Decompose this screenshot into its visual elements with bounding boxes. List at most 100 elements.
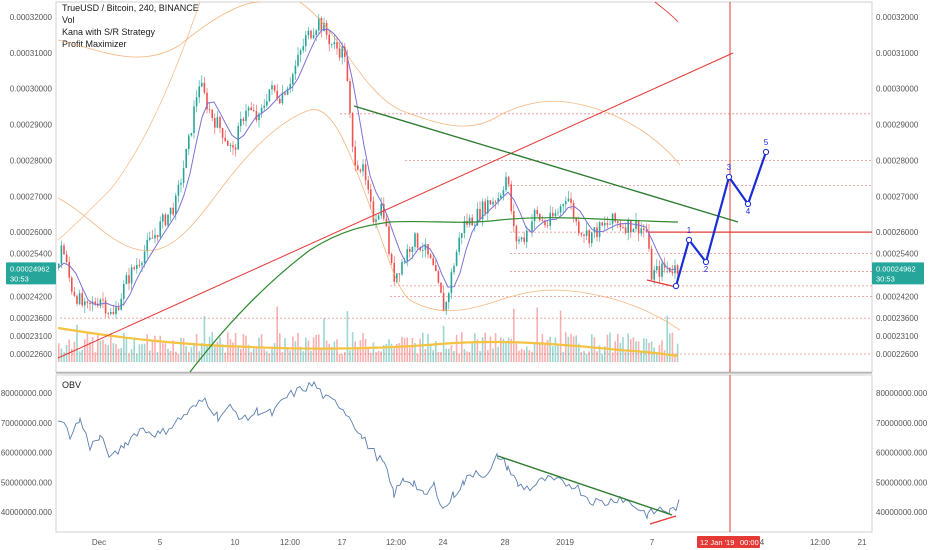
volume-bar [289, 350, 291, 362]
candle-body [484, 201, 486, 214]
obv-label: OBV [62, 380, 82, 390]
candle-body [554, 213, 557, 217]
volume-bar [276, 306, 278, 362]
candle-body [598, 222, 601, 237]
candle-body [289, 84, 291, 89]
volume-bar [294, 341, 297, 362]
volume-bar [149, 350, 151, 362]
volume-bar [214, 344, 216, 362]
volume-bar [619, 342, 622, 362]
falling-trendline [353, 105, 739, 223]
candle-body [273, 85, 276, 91]
time-tick: 12:00 [280, 538, 301, 547]
candle-body [146, 239, 148, 252]
candle-body [539, 214, 541, 220]
volume-bar [393, 348, 395, 362]
candle-body [203, 82, 206, 93]
volume-bar [487, 350, 489, 362]
candle-body [565, 201, 567, 205]
price-tick-right: 0.00028000 [876, 156, 919, 165]
candle-body [583, 234, 585, 236]
volume-bar [71, 348, 73, 362]
candle-body [500, 195, 502, 198]
candle-body [606, 223, 609, 225]
fast-ma-line [57, 28, 677, 308]
divergence-line-price [646, 279, 677, 288]
price-tick-left: 0.00027000 [10, 192, 53, 201]
candle-body [143, 251, 146, 264]
candle-body [658, 266, 661, 277]
candle-body [333, 42, 336, 45]
obv-tick-right: 70000000.000 [876, 419, 928, 428]
candle-body [671, 271, 674, 274]
volume-bar [450, 345, 453, 362]
volume-bar [552, 346, 554, 362]
candle-body [375, 219, 377, 222]
volume-bar [351, 332, 354, 362]
volume-bar [263, 349, 265, 362]
wave-point [685, 236, 693, 244]
volume-bar [268, 353, 271, 362]
volume-bar [609, 332, 611, 362]
candle-body [237, 126, 239, 150]
volume-bar [344, 352, 346, 362]
candle-body [533, 210, 536, 222]
volume-bar [333, 341, 336, 362]
volume-bar [471, 341, 473, 362]
volume-bar [536, 307, 538, 362]
volume-bar [242, 334, 245, 362]
outer-band-left [57, 1, 201, 241]
candle-body [266, 101, 268, 106]
volume-bar [58, 343, 60, 362]
volume-ma-line [57, 326, 679, 358]
volume-bar [133, 337, 135, 362]
volume-bar [567, 336, 570, 362]
volume-bar [624, 351, 627, 362]
candle-body [281, 92, 284, 104]
candle-body [567, 198, 570, 202]
candle-body [71, 277, 73, 292]
volume-bar [666, 315, 668, 362]
candle-body [637, 220, 640, 234]
candle-body [502, 190, 505, 196]
volume-bar [627, 333, 629, 362]
volume-bar [237, 345, 239, 362]
candle-body [622, 227, 624, 229]
volume-bar [583, 351, 585, 362]
candle-body [81, 293, 83, 306]
candle-body [419, 247, 421, 251]
candle-body [396, 273, 398, 282]
candle-body [354, 146, 356, 166]
candle-body [403, 261, 406, 262]
candle-body [297, 54, 299, 66]
candle-body [557, 212, 559, 214]
obv-tick-right: 50000000.000 [876, 478, 928, 487]
wave-label: 3 [727, 163, 732, 172]
volume-bar [518, 350, 520, 362]
volume-bar [81, 349, 83, 362]
volume-bar [507, 337, 510, 362]
time-tick: 28 [501, 538, 510, 547]
volume-bar [461, 332, 463, 362]
volume-bar [250, 352, 252, 362]
volume-bar [151, 339, 154, 362]
volume-bar [663, 350, 666, 362]
candle-body [401, 261, 403, 275]
candle-body [307, 30, 310, 36]
candle-body [630, 220, 632, 232]
volume-bar [240, 348, 242, 362]
volume-bar [468, 351, 471, 362]
volume-bar [125, 337, 128, 362]
volume-bar [305, 337, 307, 362]
time-tick: 12:00 [810, 538, 831, 547]
volume-bar [515, 343, 518, 362]
volume-bar [146, 334, 148, 362]
candle-body [559, 206, 562, 213]
candle-body [653, 270, 655, 280]
volume-bar [229, 339, 232, 362]
candle-body [640, 228, 642, 234]
candle-body [164, 214, 167, 226]
symbol-title: TrueUSD / Bitcoin, 240, BINANCE [62, 3, 199, 13]
volume-bar [414, 343, 416, 362]
candle-body [572, 203, 575, 219]
